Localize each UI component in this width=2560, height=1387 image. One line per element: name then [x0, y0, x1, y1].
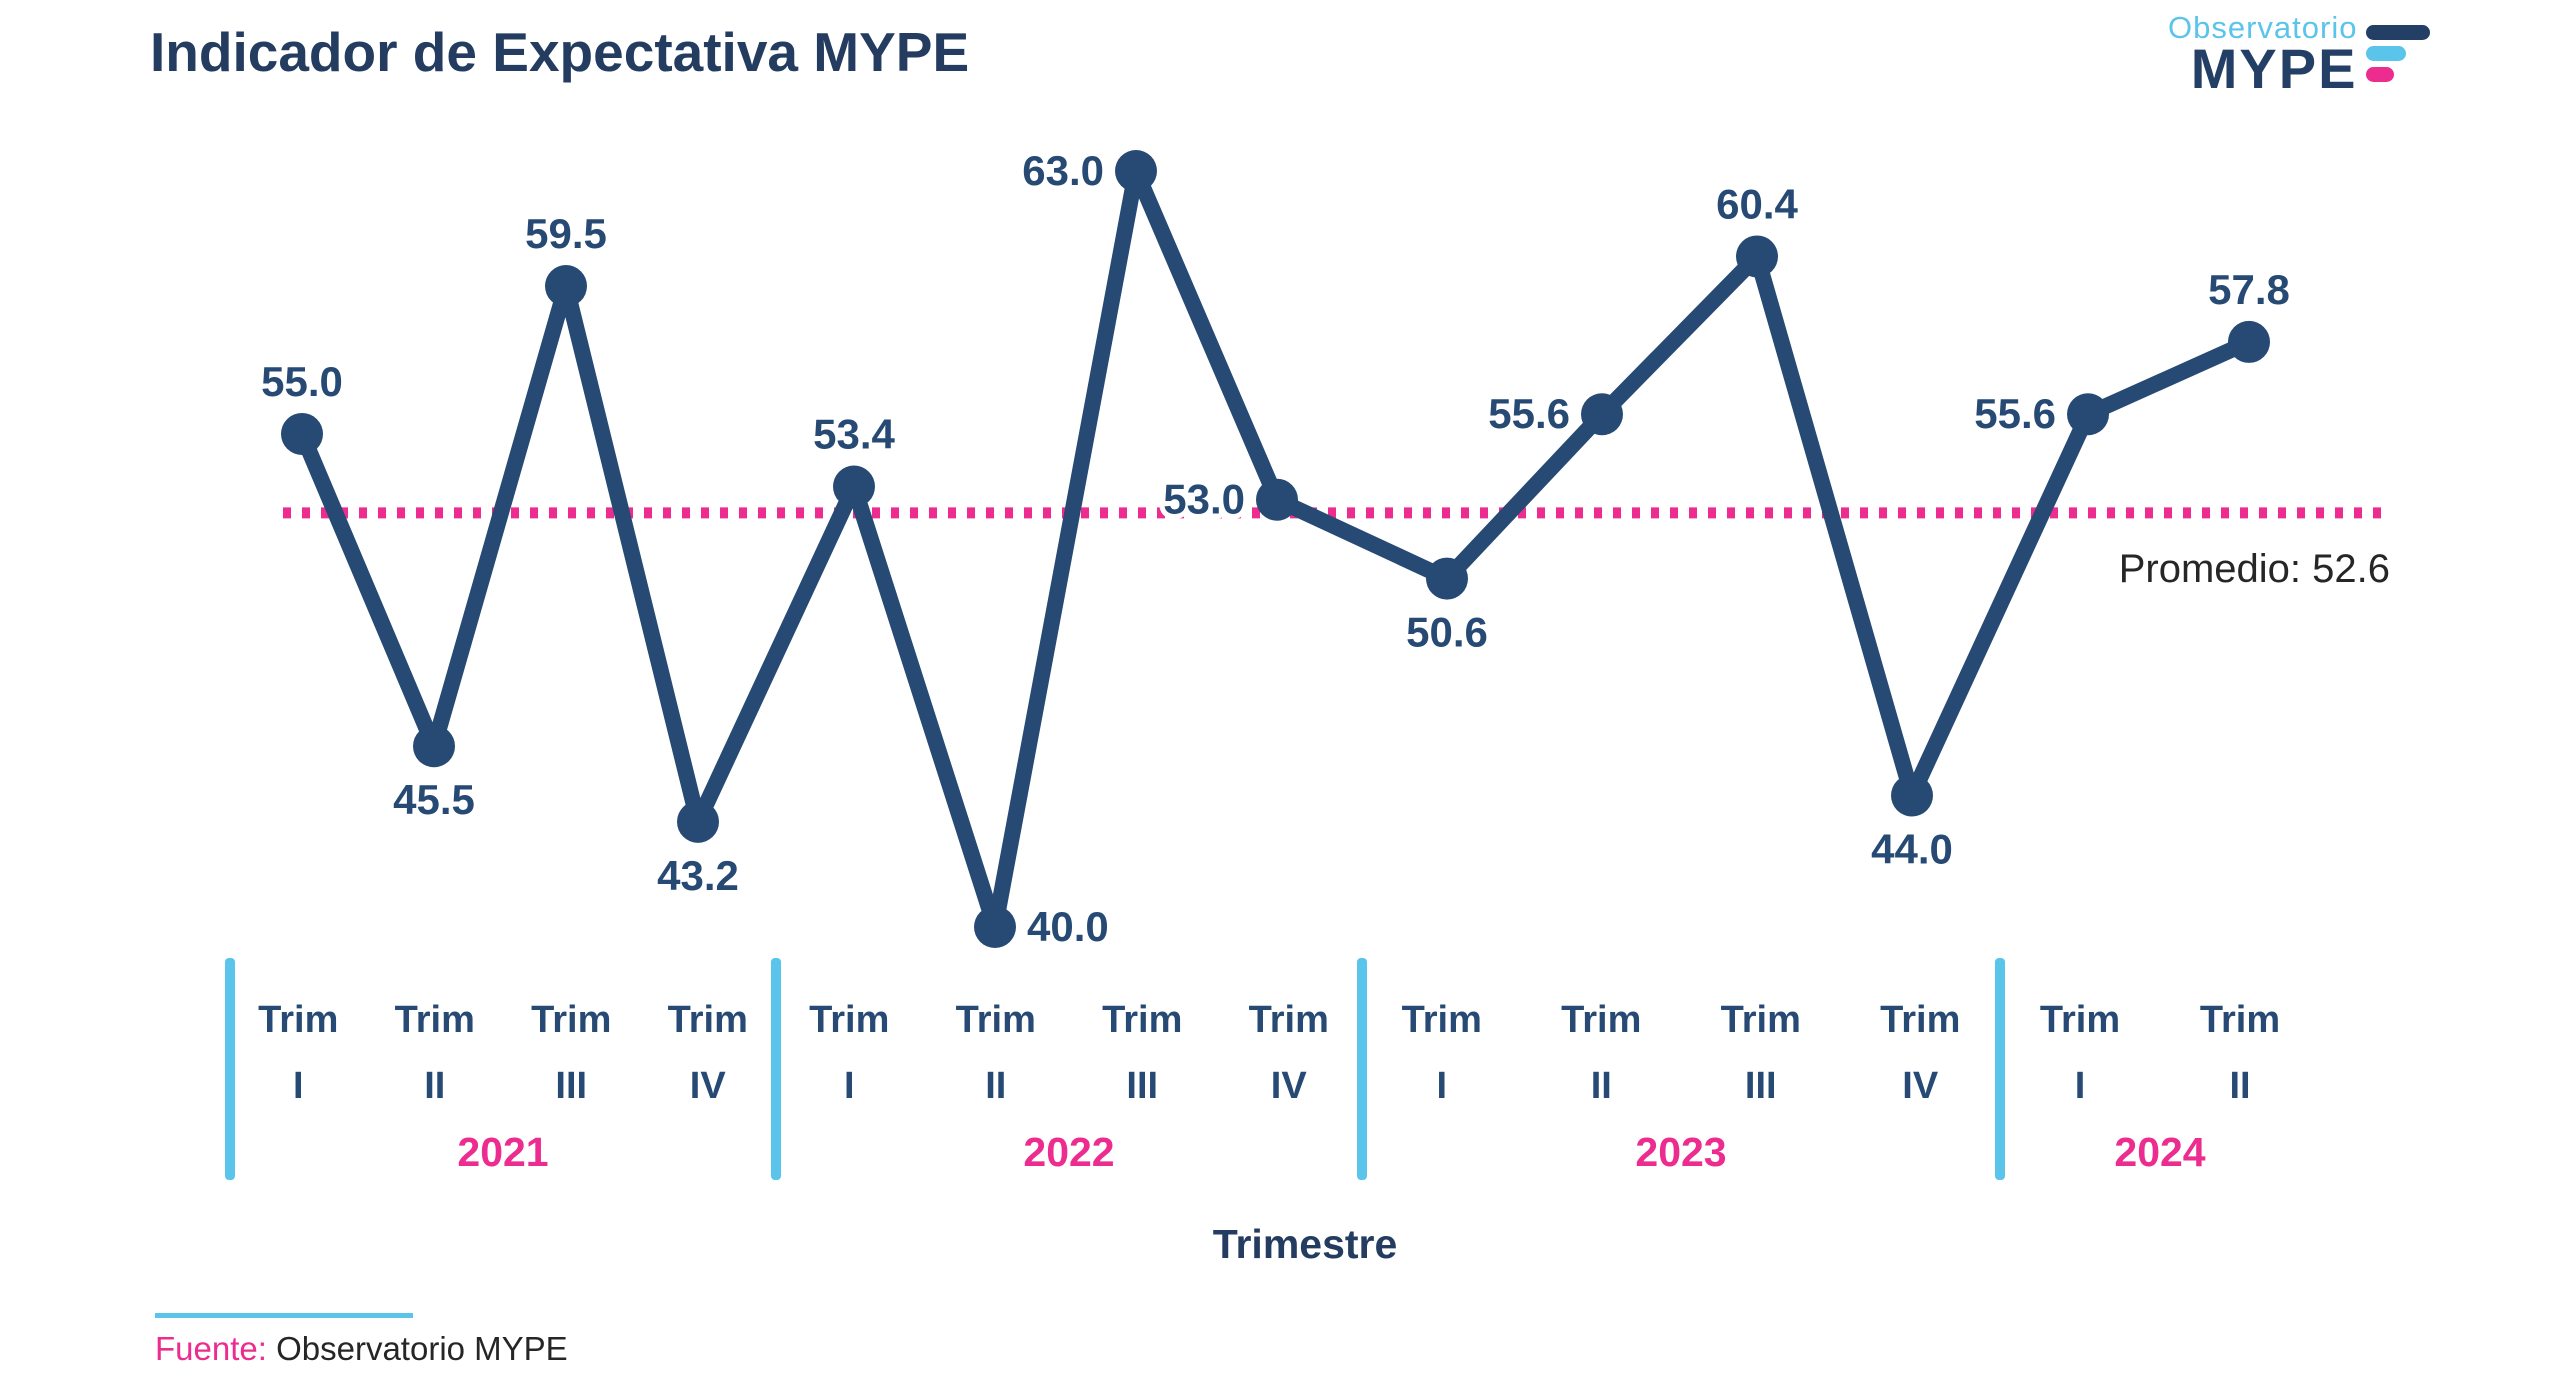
- logo-text: Observatorio MYPE: [2168, 10, 2358, 100]
- data-point: [974, 906, 1016, 948]
- data-point-label: 53.4: [813, 411, 895, 458]
- axis-quarter-numeral: I: [844, 1065, 855, 1107]
- data-point: [2228, 320, 2270, 363]
- axis-quarter-numeral: IV: [1902, 1065, 1939, 1107]
- source-label: Fuente:: [155, 1330, 267, 1367]
- year-label: 2022: [1023, 1129, 1114, 1175]
- axis-quarter-numeral: II: [1591, 1065, 1612, 1107]
- data-point-label: 63.0: [1022, 147, 1104, 194]
- year-divider: [1357, 958, 1367, 1180]
- data-point-label: 45.5: [393, 776, 475, 823]
- data-point-label: 57.8: [2208, 266, 2290, 313]
- year-label: 2023: [1635, 1129, 1726, 1175]
- data-point: [1115, 150, 1157, 192]
- data-point: [1891, 774, 1933, 817]
- data-point: [833, 465, 875, 508]
- axis-quarter-word: Trim: [809, 999, 889, 1041]
- axis-quarter-numeral: III: [1126, 1065, 1158, 1107]
- page-title: Indicador de Expectativa MYPE: [150, 21, 970, 83]
- year-divider: [1995, 958, 2005, 1180]
- axis-quarter-word: Trim: [395, 999, 475, 1041]
- logo-bar-navy-icon: [2366, 25, 2431, 40]
- data-point: [545, 265, 587, 308]
- data-point-label: 55.6: [1974, 390, 2056, 437]
- data-point: [1256, 478, 1298, 521]
- data-point: [1581, 393, 1623, 436]
- axis-quarter-numeral: III: [1745, 1065, 1777, 1107]
- axis-quarter-numeral: IV: [690, 1065, 727, 1107]
- logo-bars-icon: [2366, 25, 2431, 95]
- axis-quarter-numeral: III: [555, 1065, 587, 1107]
- x-axis-title: Trimestre: [1213, 1221, 1398, 1267]
- axis-quarter-numeral: I: [293, 1065, 304, 1107]
- data-point-label: 40.0: [1027, 903, 1109, 950]
- data-point-label: 59.5: [525, 210, 607, 257]
- logo-brand-top: Observatorio: [2168, 10, 2358, 45]
- trend-line: [294, 163, 2257, 935]
- observatorio-mype-logo: Observatorio MYPE: [2168, 10, 2431, 100]
- data-point: [413, 725, 455, 768]
- data-point-label: 50.6: [1406, 609, 1488, 656]
- axis-quarter-numeral: IV: [1271, 1065, 1308, 1107]
- data-point-label: 53.0: [1163, 476, 1245, 523]
- year-divider: [225, 958, 235, 1180]
- data-point: [1736, 235, 1778, 278]
- year-divider: [771, 958, 781, 1180]
- logo-brand-name: MYPE: [2190, 37, 2358, 100]
- data-point-label: 55.0: [261, 358, 343, 405]
- source-text: Observatorio MYPE: [276, 1330, 568, 1367]
- data-point: [2067, 393, 2109, 436]
- data-point-label: 55.6: [1488, 390, 1570, 437]
- axis-quarter-numeral: I: [2075, 1065, 2086, 1107]
- logo-bar-blue-icon: [2366, 46, 2407, 61]
- axis-quarter-numeral: II: [985, 1065, 1006, 1107]
- data-point-label: 43.2: [657, 852, 739, 899]
- axis-quarter-word: Trim: [1102, 999, 1182, 1041]
- data-point: [281, 412, 323, 455]
- data-point: [677, 800, 719, 843]
- axis-quarter-word: Trim: [1402, 999, 1482, 1041]
- axis-quarter-numeral: II: [424, 1065, 445, 1107]
- axis-quarter-word: Trim: [1721, 999, 1801, 1041]
- axis-quarter-numeral: I: [1436, 1065, 1447, 1107]
- axis-quarter-word: Trim: [1880, 999, 1960, 1041]
- axis-quarter-word: Trim: [2200, 999, 2280, 1041]
- footer-accent-line: [155, 1313, 413, 1318]
- axis-quarter-word: Trim: [2040, 999, 2120, 1041]
- axis-quarter-numeral: II: [2229, 1065, 2250, 1107]
- year-label: 2021: [457, 1129, 548, 1175]
- data-point-label: 60.4: [1716, 180, 1798, 227]
- data-point: [1426, 557, 1468, 600]
- data-point-label: 44.0: [1871, 826, 1953, 873]
- axis-quarter-word: Trim: [1561, 999, 1641, 1041]
- average-label: Promedio: 52.6: [2119, 547, 2390, 591]
- year-label: 2024: [2114, 1129, 2205, 1175]
- axis-quarter-word: Trim: [956, 999, 1036, 1041]
- axis-quarter-word: Trim: [531, 999, 611, 1041]
- source-note: Fuente: Observatorio MYPE: [155, 1330, 568, 1368]
- logo-bar-pink-icon: [2366, 67, 2395, 82]
- axis-quarter-word: Trim: [258, 999, 338, 1041]
- axis-quarter-word: Trim: [1249, 999, 1329, 1041]
- axis-quarter-word: Trim: [668, 999, 748, 1041]
